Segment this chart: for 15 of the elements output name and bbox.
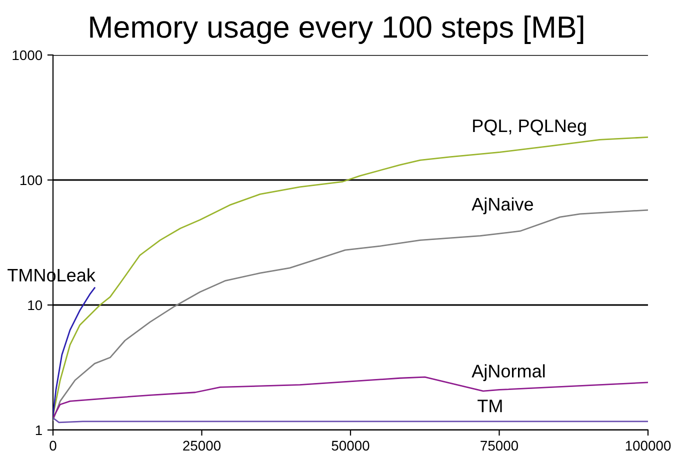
y-tick-label: 100 xyxy=(20,175,42,186)
chart-title: Memory usage every 100 steps [MB] xyxy=(90,15,584,44)
series-label: TM xyxy=(478,400,502,412)
y-tick-label: 10 xyxy=(28,300,42,310)
x-tick-label: 75000 xyxy=(480,440,518,451)
series-label: PQL, PQLNeg xyxy=(473,119,586,136)
line-series xyxy=(53,287,96,416)
series-label: AjNaive xyxy=(472,197,534,214)
x-tick-label: 50000 xyxy=(332,440,370,451)
series-label: AjNormal xyxy=(472,364,545,382)
x-tick-label: 25000 xyxy=(183,440,221,451)
x-tick-label: 100000 xyxy=(626,440,671,451)
y-tick-label: 1000 xyxy=(12,50,42,60)
x-tick-label: 0 xyxy=(50,440,56,451)
y-tick-label: 1 xyxy=(36,425,42,436)
